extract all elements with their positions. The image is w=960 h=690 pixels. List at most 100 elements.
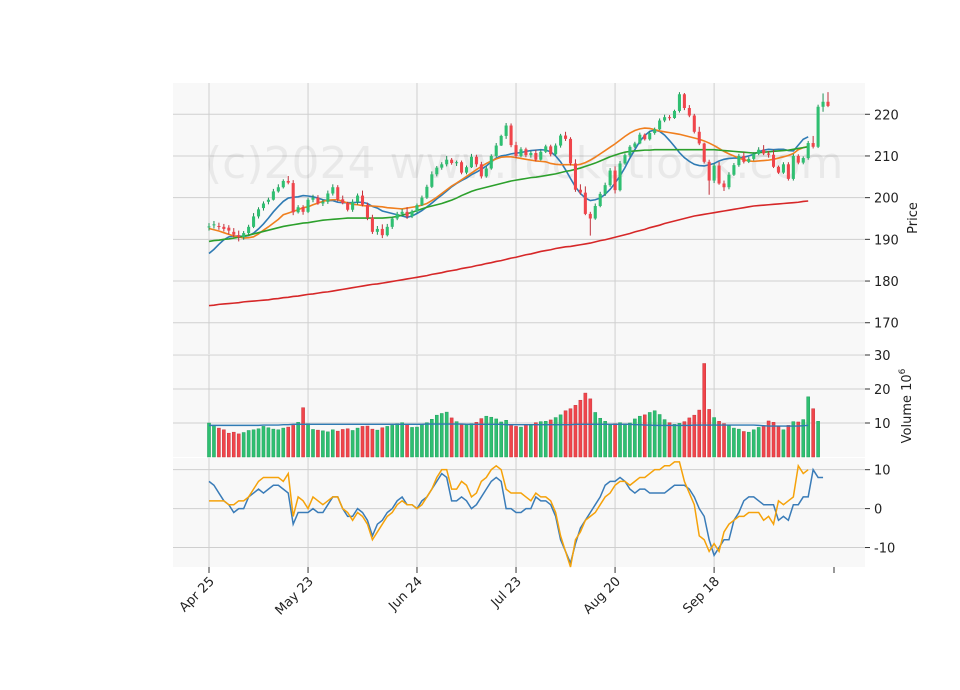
- candle-body: [252, 216, 256, 227]
- candle-body: [479, 164, 483, 177]
- volume-average-line: [209, 423, 809, 427]
- candle-body: [410, 211, 414, 217]
- volume-bar: [657, 414, 662, 458]
- volume-bar: [548, 419, 553, 458]
- volume-bar: [791, 421, 796, 458]
- volume-bar: [420, 424, 424, 458]
- volume-bar: [306, 423, 310, 458]
- candle-body: [222, 226, 226, 229]
- volume-bar: [276, 429, 281, 458]
- candle-body: [539, 151, 543, 160]
- volume-bar: [771, 422, 776, 458]
- volume-y-tick-label: 20: [874, 383, 891, 398]
- x-tick-label: May 23: [273, 574, 317, 618]
- candle-body: [445, 159, 449, 165]
- candle-body: [549, 146, 553, 155]
- candle-body: [514, 145, 518, 156]
- volume-bar: [727, 425, 731, 458]
- volume-bar: [499, 421, 503, 458]
- candle-body: [682, 94, 686, 109]
- candle-body: [781, 164, 785, 173]
- volume-bar: [345, 428, 350, 458]
- candle-body: [668, 117, 672, 119]
- candle-body: [360, 195, 365, 205]
- volume-bar: [534, 422, 538, 458]
- candle-body: [806, 143, 810, 159]
- candle-body: [400, 211, 404, 214]
- volume-bar: [746, 431, 751, 458]
- volume-bar: [712, 417, 716, 458]
- candle-body: [732, 165, 736, 175]
- volume-bar: [236, 433, 241, 458]
- volume-bar: [697, 409, 702, 458]
- volume-layer: [207, 363, 820, 458]
- volume-bar: [761, 425, 766, 458]
- candle-body: [390, 218, 394, 227]
- candle-body: [286, 180, 290, 183]
- volume-bar: [578, 399, 583, 458]
- candle-body: [816, 106, 820, 147]
- volume-bar: [444, 411, 449, 458]
- volume-bar: [742, 431, 746, 458]
- candle-body: [672, 110, 677, 119]
- volume-bar: [430, 419, 434, 458]
- candle-body: [524, 149, 528, 156]
- candle-body: [796, 155, 800, 163]
- candle-body: [494, 145, 498, 156]
- candle-body: [266, 199, 270, 202]
- candle-body: [346, 203, 350, 210]
- volume-bar: [464, 424, 469, 458]
- volume-bar: [296, 422, 300, 458]
- volume-bar: [633, 418, 637, 458]
- volume-bar: [568, 408, 573, 458]
- price-y-tick-label: 200: [874, 192, 899, 207]
- volume-bar: [722, 423, 726, 458]
- volume-bar: [682, 421, 687, 458]
- volume-bar: [751, 429, 756, 458]
- volume-bar: [766, 420, 771, 458]
- volume-bar: [553, 417, 558, 458]
- candle-body: [638, 134, 642, 144]
- candle-body: [791, 155, 795, 179]
- candle-body: [415, 205, 419, 212]
- candle-body: [588, 213, 592, 219]
- volume-bar: [514, 426, 518, 458]
- volume-bar: [281, 427, 286, 458]
- candle-body: [811, 143, 815, 147]
- volume-bar: [321, 430, 325, 458]
- candle-body: [336, 187, 340, 200]
- candle-body: [821, 101, 825, 107]
- volume-bar: [425, 422, 429, 458]
- candle-body: [692, 115, 696, 132]
- candle-body: [623, 155, 627, 164]
- volume-bar: [291, 425, 295, 458]
- candle-body: [757, 149, 761, 154]
- volume-bar: [652, 410, 657, 458]
- candle-body: [380, 228, 384, 236]
- price-axis-title: Price: [906, 202, 921, 234]
- x-tick-label: Jun 24: [386, 574, 426, 614]
- volume-bar: [435, 414, 439, 458]
- candle-body: [633, 143, 637, 147]
- candle-body: [316, 197, 320, 204]
- volume-bar: [385, 426, 390, 458]
- candle-body: [771, 154, 776, 167]
- volume-bar: [217, 427, 221, 458]
- candle-body: [296, 207, 300, 213]
- volume-bar: [494, 418, 499, 458]
- volume-bar: [479, 418, 484, 458]
- volume-bar: [573, 405, 578, 458]
- candle-body: [593, 205, 597, 219]
- volume-bar: [677, 423, 682, 458]
- candle-body: [247, 226, 251, 234]
- candle-body: [232, 231, 236, 235]
- candle-body: [573, 163, 577, 190]
- candle-body: [474, 156, 478, 165]
- volume-bar: [662, 419, 667, 458]
- volume-bar: [558, 414, 563, 458]
- candle-body: [504, 125, 508, 136]
- candle-body: [395, 213, 399, 219]
- candle-body: [489, 155, 493, 169]
- volume-bar: [647, 412, 652, 458]
